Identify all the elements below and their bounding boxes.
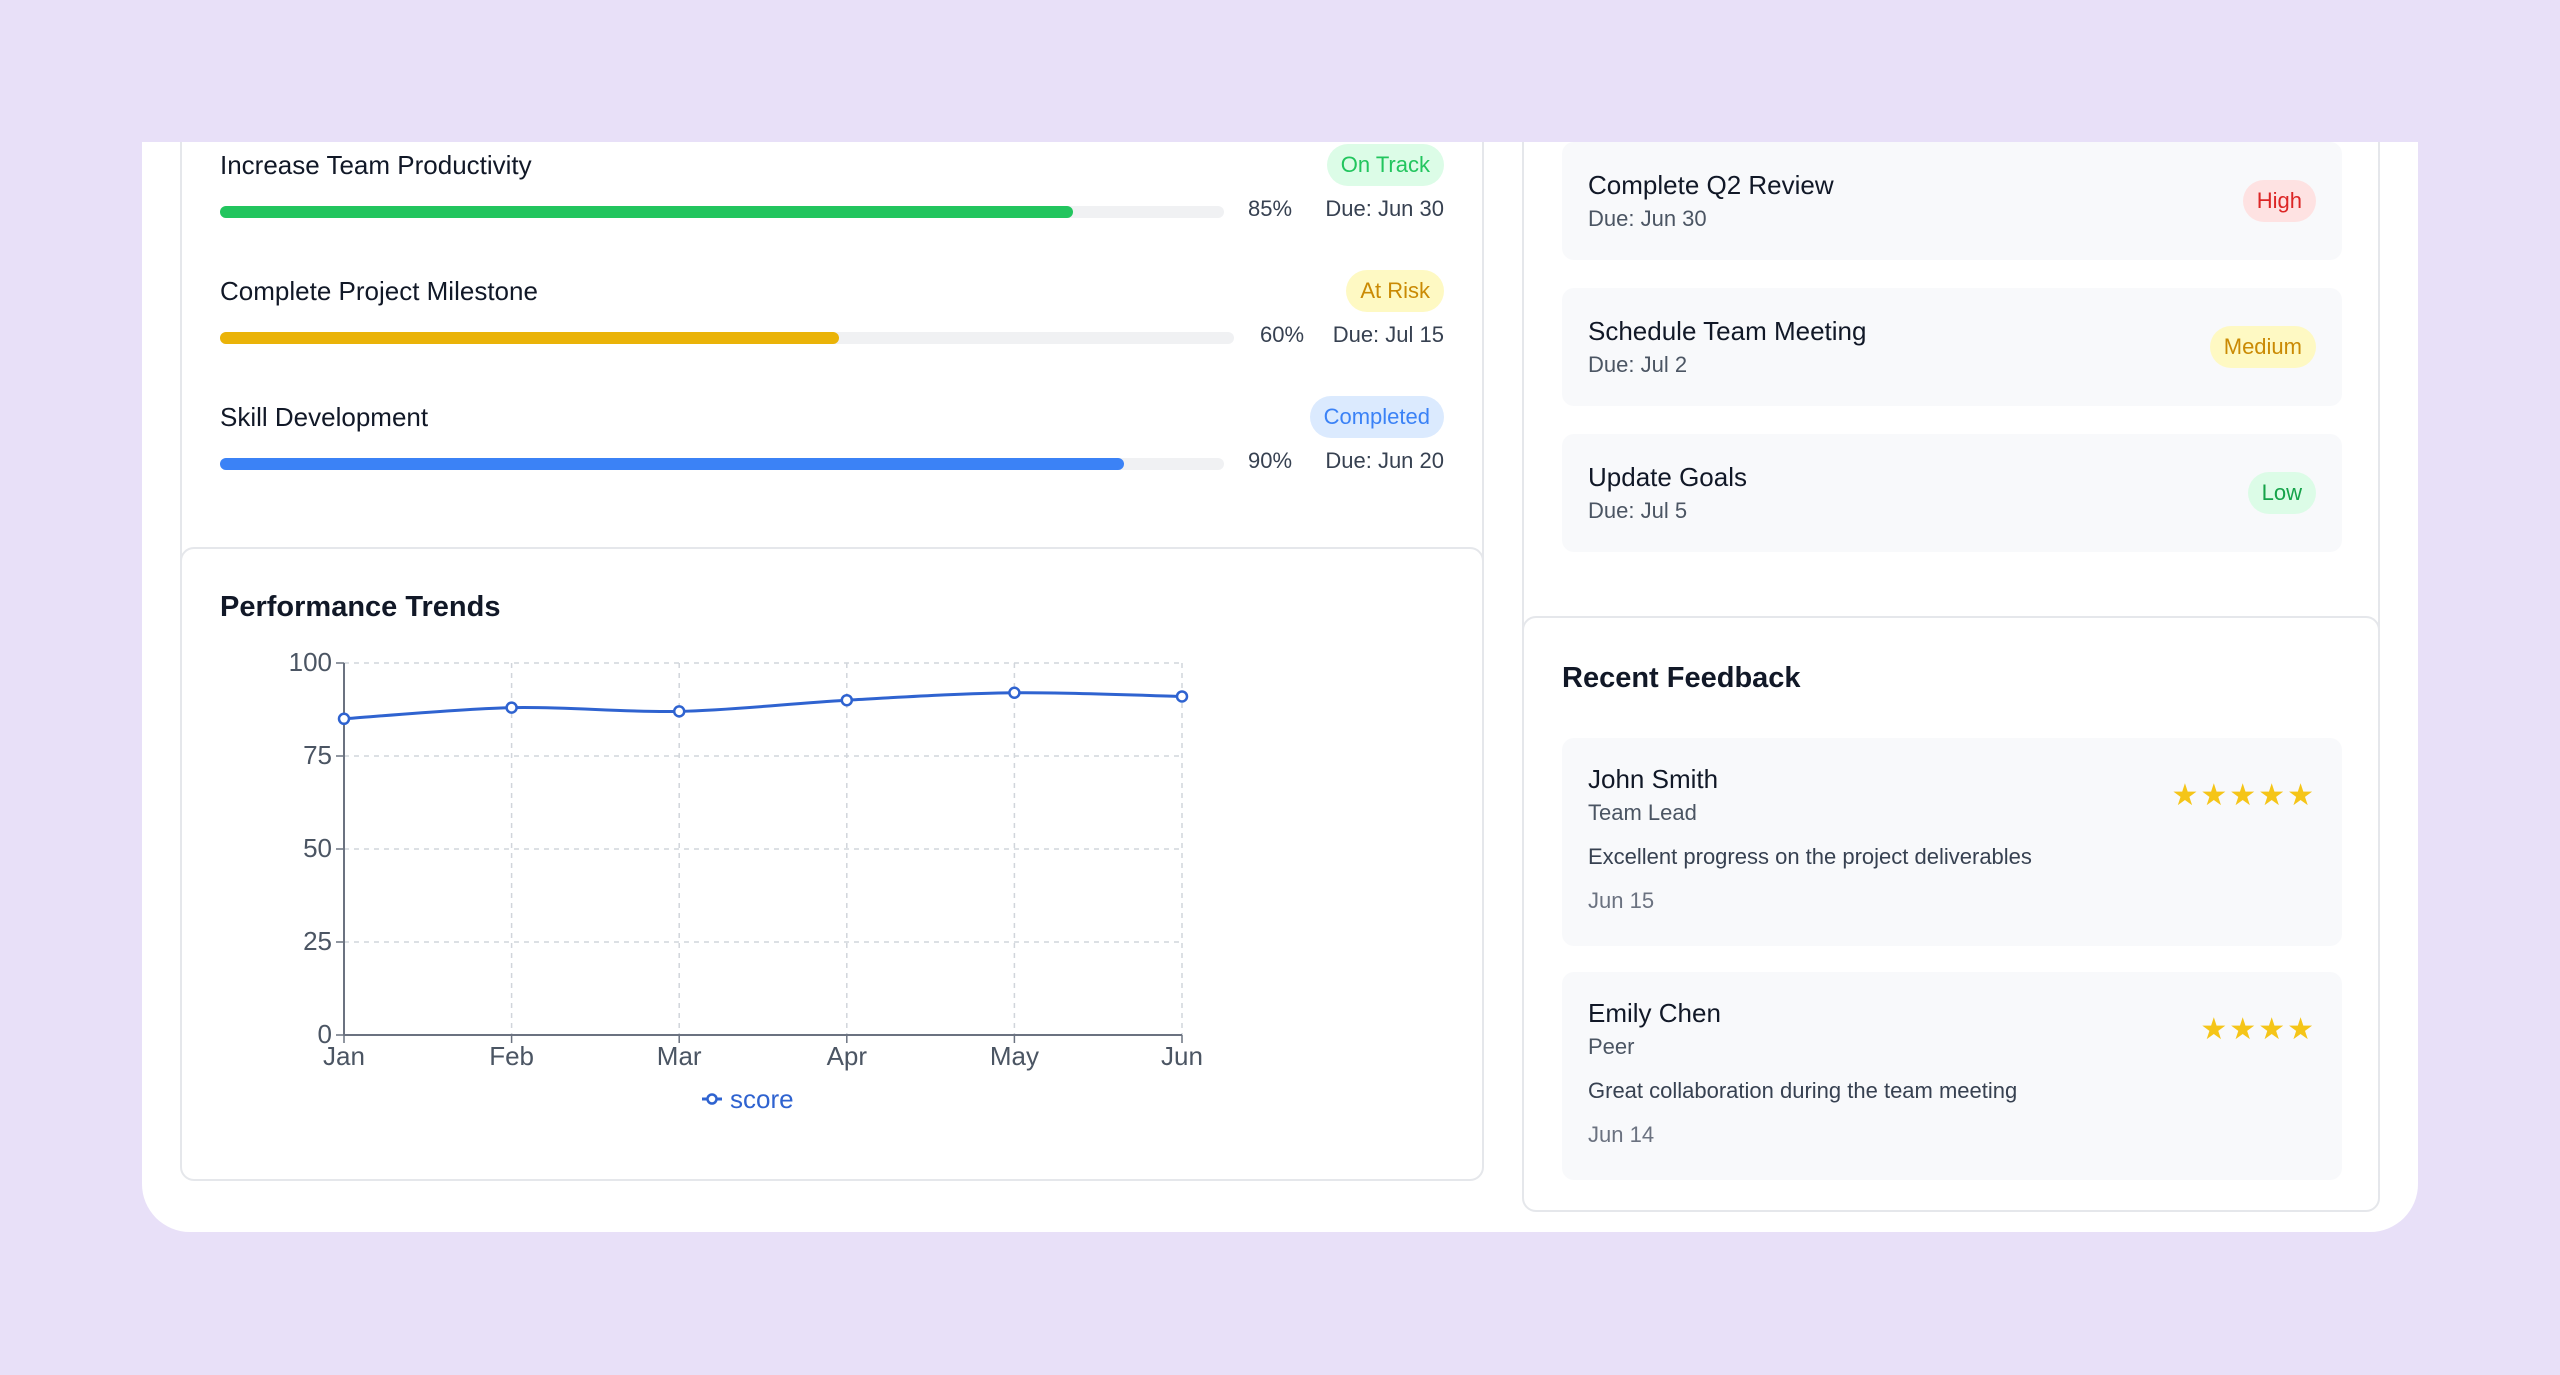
task-due: Due: Jun 30 xyxy=(1588,206,1707,231)
star-icon: ★ xyxy=(2258,779,2288,812)
data-point xyxy=(1175,690,1189,703)
due-date: Due: Jun 20 xyxy=(1325,448,1444,473)
priority-badge: Low xyxy=(2247,472,2316,514)
data-point xyxy=(505,701,518,714)
star-icon: ★ xyxy=(2258,1013,2288,1046)
goal-item[interactable]: Complete Project Milestone At Risk 60% D… xyxy=(220,270,1444,396)
progress-percent: 60% xyxy=(1260,322,1305,347)
priority-badge: High xyxy=(2242,180,2316,222)
x-tick-label: May xyxy=(990,1041,1039,1071)
data-point xyxy=(840,693,854,707)
dashboard-window: Increase Team Productivity On Track 85% … xyxy=(142,142,2418,1232)
legend-label: score xyxy=(730,1084,794,1114)
due-date: Due: Jul 15 xyxy=(1332,322,1444,347)
task-due: Due: Jul 5 xyxy=(1588,498,1688,523)
progress-percent: 85% xyxy=(1248,196,1293,221)
feedback-text: Great collaboration during the team meet… xyxy=(1588,1078,2018,1103)
feedback-card: Recent Feedback John Smith Team Lead Exc… xyxy=(1522,616,2380,1212)
progress-track xyxy=(220,332,1234,344)
data-point xyxy=(337,712,351,726)
legend-marker xyxy=(706,1093,718,1105)
goal-item[interactable]: Skill Development Completed 90% Due: Jun… xyxy=(220,396,1444,522)
task-item[interactable]: Complete Q2 Review Due: Jun 30 High xyxy=(1562,142,2342,260)
progress-track xyxy=(220,206,1224,218)
data-point xyxy=(1008,686,1021,700)
task-item[interactable]: Schedule Team Meeting Due: Jul 2 Medium xyxy=(1562,288,2342,406)
priority-badge: Medium xyxy=(2209,326,2316,368)
task-title: Update Goals xyxy=(1588,462,1747,492)
star-icon: ★ xyxy=(2287,1013,2316,1046)
star-icon: ★ xyxy=(2171,779,2201,812)
star-rating: ★★★★ xyxy=(2200,1012,2316,1047)
reviewer-role: Team Lead xyxy=(1588,800,1697,825)
goal-title: Skill Development xyxy=(220,402,429,432)
status-badge: At Risk xyxy=(1346,270,1444,312)
task-title: Complete Q2 Review xyxy=(1588,170,1834,200)
performance-card: Performance Trends 0 25 50 75 100 Jan Feb Mar Ap… xyxy=(180,547,1484,1181)
performance-chart: 0 25 50 75 100 Jan Feb Mar Apr May Jun score xyxy=(289,649,1203,1114)
task-item[interactable]: Update Goals Due: Jul 5 Low xyxy=(1562,434,2342,552)
due-date: Due: Jun 30 xyxy=(1325,196,1444,221)
progress-fill xyxy=(220,332,839,344)
feedback-text: Excellent progress on the project delive… xyxy=(1588,844,2032,869)
status-badge: On Track xyxy=(1326,144,1444,186)
goal-title: Increase Team Productivity xyxy=(220,150,532,180)
star-icon: ★ xyxy=(2200,779,2230,812)
x-tick-label: Jan xyxy=(323,1041,365,1071)
feedback-date: Jun 15 xyxy=(1588,888,1655,913)
x-tick-label: Apr xyxy=(827,1041,868,1071)
y-tick-label: 0 xyxy=(318,1019,332,1049)
star-icon: ★ xyxy=(2200,1013,2230,1046)
reviewer-name: Emily Chen xyxy=(1588,998,1721,1028)
y-tick-label: 50 xyxy=(303,833,332,863)
y-tick-label: 75 xyxy=(303,740,332,770)
card-title: Performance Trends xyxy=(220,591,501,623)
progress-fill xyxy=(220,206,1074,218)
reviewer-name: John Smith xyxy=(1588,764,1719,794)
star-icon: ★ xyxy=(2229,779,2259,812)
star-icon: ★ xyxy=(2287,779,2316,812)
data-point xyxy=(672,705,686,718)
status-badge: Completed xyxy=(1309,396,1444,438)
y-tick-label: 25 xyxy=(303,926,332,956)
goal-item[interactable]: Increase Team Productivity On Track 85% … xyxy=(220,144,1444,270)
feedback-item[interactable]: John Smith Team Lead Excellent progress … xyxy=(1562,738,2342,946)
x-tick-label: Jun xyxy=(1161,1041,1203,1071)
series-line xyxy=(343,691,1183,721)
star-icon: ★ xyxy=(2229,1013,2259,1046)
x-tick-label: Mar xyxy=(657,1041,702,1071)
progress-track xyxy=(220,458,1224,470)
task-title: Schedule Team Meeting xyxy=(1588,316,1867,346)
card-title: Recent Feedback xyxy=(1562,662,1801,694)
star-rating: ★★★★★ xyxy=(2171,778,2316,813)
progress-fill xyxy=(220,458,1124,470)
reviewer-role: Peer xyxy=(1588,1034,1635,1059)
feedback-date: Jun 14 xyxy=(1588,1122,1655,1147)
goal-title: Complete Project Milestone xyxy=(220,276,538,306)
x-tick-label: Feb xyxy=(489,1041,534,1071)
y-tick-label: 100 xyxy=(289,649,332,677)
feedback-item[interactable]: Emily Chen Peer Great collaboration duri… xyxy=(1562,972,2342,1180)
task-due: Due: Jul 2 xyxy=(1588,352,1688,377)
progress-percent: 90% xyxy=(1248,448,1293,473)
